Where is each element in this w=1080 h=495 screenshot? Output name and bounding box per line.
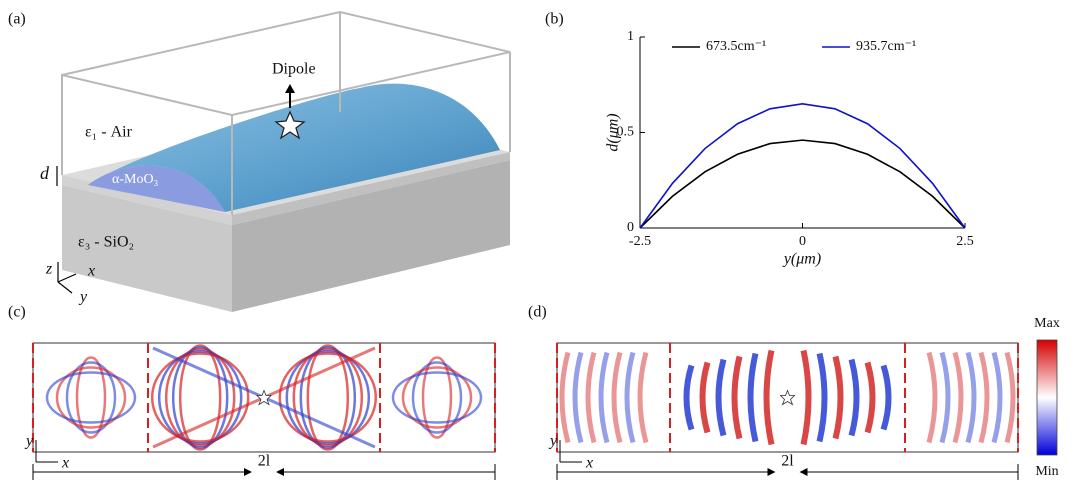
field-fringe bbox=[965, 351, 977, 444]
y-tick-label: 0 bbox=[627, 220, 634, 235]
dipole-label: Dipole bbox=[272, 61, 316, 78]
field-fringe bbox=[306, 344, 350, 451]
field-fringe bbox=[926, 351, 938, 444]
colorbar-max: Max bbox=[1034, 316, 1060, 331]
series-line bbox=[639, 103, 966, 229]
film-label: α-MoO₃ bbox=[112, 172, 159, 187]
film-end bbox=[88, 165, 225, 212]
field-maps: y x 2l y x 2l bbox=[24, 342, 1019, 480]
field-fringe bbox=[75, 356, 107, 439]
field-fringe bbox=[763, 349, 775, 446]
field-fringe bbox=[699, 361, 711, 434]
schematic: Dipole ε₁ - Air α-MoO₃ ε₃ - SiO₂ d z x y bbox=[40, 10, 511, 312]
legend-label: 673.5cm⁻¹ bbox=[706, 39, 766, 54]
substrate-side bbox=[232, 160, 510, 312]
field-fringe bbox=[952, 351, 964, 444]
field-fringe bbox=[683, 364, 695, 431]
substrate-label: ε₃ - SiO₂ bbox=[78, 234, 134, 251]
axis-label: y bbox=[78, 289, 88, 306]
axes bbox=[57, 262, 77, 294]
field-fringe bbox=[624, 351, 636, 444]
field-fringe bbox=[832, 355, 844, 440]
field-fringe bbox=[292, 348, 364, 447]
dipole-arrow-head bbox=[285, 84, 295, 93]
legend-label: 935.7cm⁻¹ bbox=[856, 39, 916, 54]
dimension-arrow bbox=[244, 468, 252, 476]
x-tick-label: 0 bbox=[799, 234, 806, 249]
field-fringe bbox=[598, 351, 610, 444]
field-fringe bbox=[178, 344, 222, 451]
field-fringe bbox=[411, 361, 463, 434]
field-fringe bbox=[299, 346, 357, 449]
field-fringe bbox=[800, 349, 812, 446]
field-fringe bbox=[278, 352, 378, 443]
field-fringe bbox=[559, 351, 571, 444]
colorbar bbox=[1036, 339, 1058, 456]
field-fringe bbox=[391, 371, 483, 424]
series-line bbox=[639, 139, 966, 229]
dimension-arrow bbox=[799, 468, 808, 476]
field-fringe bbox=[880, 364, 892, 431]
field-fringe bbox=[585, 351, 597, 444]
field-fringe bbox=[285, 350, 371, 445]
field-fringe bbox=[715, 358, 727, 437]
field-fringe bbox=[611, 351, 623, 444]
air-box bbox=[61, 10, 511, 215]
field-fringe bbox=[572, 351, 584, 444]
line-chart: -2.5 0 2.500.51y(μm)d(μm)673.5cm⁻¹ 935.7cm⁻… bbox=[605, 29, 974, 267]
axis-label: y bbox=[548, 433, 558, 450]
dimension-label: 2l bbox=[258, 453, 271, 470]
axis-label: x bbox=[61, 455, 69, 472]
thickness-label: d bbox=[40, 163, 50, 183]
field-fringe bbox=[816, 352, 828, 443]
panel-label: (c) bbox=[8, 304, 26, 321]
substrate-edge bbox=[232, 152, 510, 225]
dimension-label: 2l bbox=[781, 453, 794, 470]
field-fringe bbox=[45, 371, 137, 424]
dipole-star bbox=[779, 389, 796, 406]
y-tick-label: 1 bbox=[627, 29, 634, 44]
field-fringe bbox=[747, 352, 759, 443]
colorbar-min: Min bbox=[1035, 464, 1058, 479]
dipole-star bbox=[256, 389, 272, 406]
dimension-arrow bbox=[276, 468, 284, 476]
field-fringe bbox=[991, 351, 1003, 444]
field-fringe bbox=[55, 366, 127, 429]
axis-label: x bbox=[87, 263, 95, 280]
field-fringe bbox=[939, 351, 951, 444]
dimension-arrow bbox=[767, 468, 776, 476]
panel-label: (a) bbox=[8, 11, 26, 28]
field-fringe bbox=[164, 348, 236, 447]
film bbox=[88, 83, 500, 212]
y-tick-label: 0.5 bbox=[617, 125, 635, 140]
x-tick-label: -2.5 bbox=[629, 234, 651, 249]
x-tick-label: 2.5 bbox=[956, 234, 974, 249]
field-fringe bbox=[978, 351, 990, 444]
field-fringe bbox=[401, 366, 473, 429]
field-fringe bbox=[731, 355, 743, 440]
field-fringe bbox=[637, 351, 649, 444]
field-fringe bbox=[1004, 351, 1016, 444]
axis-label: z bbox=[45, 261, 53, 278]
air-label: ε₁ - Air bbox=[85, 124, 133, 141]
field-fringe bbox=[848, 358, 860, 437]
y-axis-label: d(μm) bbox=[605, 113, 622, 151]
dipole-star bbox=[274, 110, 306, 140]
x-axis-label: y(μm) bbox=[782, 251, 821, 268]
field-fringe bbox=[157, 350, 243, 445]
panel-label: (d) bbox=[528, 304, 547, 321]
field-fringe bbox=[65, 361, 117, 434]
axis-label: y bbox=[24, 433, 34, 450]
field-fringe bbox=[171, 346, 229, 449]
panel-label: (b) bbox=[545, 11, 564, 28]
substrate-front bbox=[62, 185, 232, 312]
field-fringe bbox=[864, 361, 876, 434]
field-fringe bbox=[150, 352, 250, 443]
axis-label: x bbox=[585, 455, 593, 472]
field-fringe bbox=[421, 356, 453, 439]
